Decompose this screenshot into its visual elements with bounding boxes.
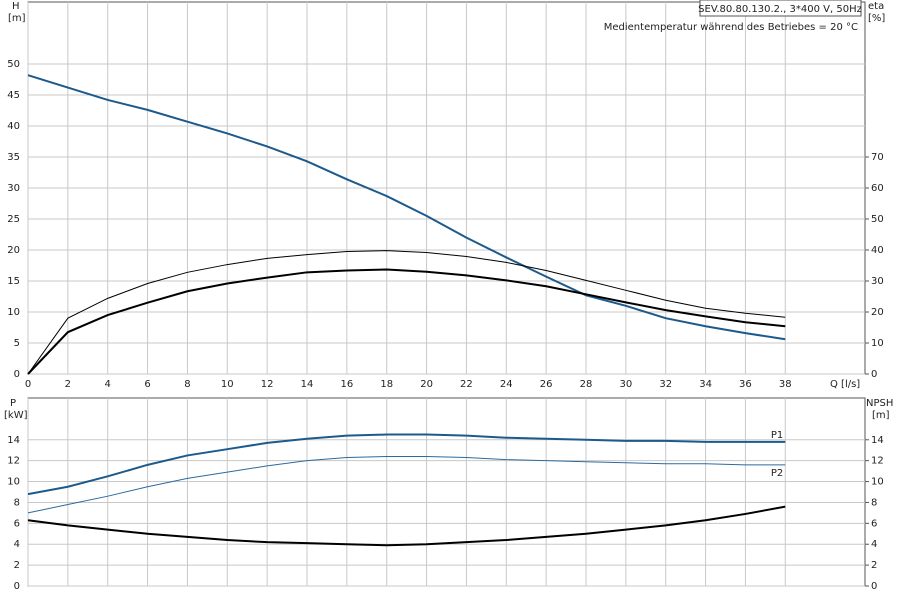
y2-tick-label: 30 — [871, 276, 884, 287]
y-tick-label: 10 — [7, 477, 20, 488]
y2-tick-label: 4 — [871, 539, 877, 550]
curve — [27, 455, 786, 514]
y-label: H — [12, 1, 20, 12]
y-tick-label: 45 — [7, 90, 20, 101]
y-tick-label: 6 — [14, 518, 20, 529]
y2-unit: [%] — [868, 13, 885, 24]
y-tick-label: 4 — [14, 539, 20, 550]
x-tick-label: 10 — [221, 379, 234, 390]
x-tick-label: 22 — [460, 379, 473, 390]
y2-tick-label: 2 — [871, 560, 877, 571]
x-tick-label: 36 — [739, 379, 752, 390]
x-tick-label: 32 — [659, 379, 672, 390]
series-label: P2 — [771, 468, 783, 479]
y2-tick-label: 40 — [871, 245, 884, 256]
y-tick-label: 20 — [7, 245, 20, 256]
y-tick-label: 0 — [14, 369, 20, 380]
y2-tick-label: 50 — [871, 214, 884, 225]
y-unit: [m] — [8, 13, 26, 24]
y2-label: eta — [868, 1, 884, 12]
curve — [27, 74, 786, 341]
y-label: P — [10, 398, 16, 409]
y-tick-label: 0 — [14, 581, 20, 592]
y2-tick-label: 12 — [871, 456, 884, 467]
y-tick-label: 10 — [7, 307, 20, 318]
y-tick-label: 15 — [7, 276, 20, 287]
y2-tick-label: 10 — [871, 338, 884, 349]
curve — [27, 505, 786, 547]
curve — [27, 268, 786, 375]
x-tick-label: 20 — [420, 379, 433, 390]
x-tick-label: 4 — [105, 379, 111, 390]
x-tick-label: 6 — [144, 379, 150, 390]
x-tick-label: 16 — [340, 379, 353, 390]
x-tick-label: 24 — [500, 379, 513, 390]
x-tick-label: 0 — [25, 379, 31, 390]
y2-tick-label: 8 — [871, 497, 877, 508]
x-tick-label: 38 — [779, 379, 792, 390]
y2-tick-label: 6 — [871, 518, 877, 529]
y2-tick-label: 60 — [871, 183, 884, 194]
y-unit: [kW] — [4, 410, 28, 421]
plot-frame — [27, 397, 866, 587]
chart-title: SEV.80.80.130.2., 3*400 V, 50Hz — [698, 4, 862, 15]
x-tick-label: 14 — [301, 379, 314, 390]
y2-tick-label: 14 — [871, 435, 884, 446]
y-tick-label: 5 — [14, 338, 20, 349]
y-tick-label: 50 — [7, 59, 20, 70]
subtitle: Medientemperatur während des Betriebes =… — [604, 22, 858, 33]
x-tick-label: 28 — [580, 379, 593, 390]
y2-tick-label: 0 — [871, 581, 877, 592]
y-tick-label: 35 — [7, 152, 20, 163]
y-tick-label: 40 — [7, 121, 20, 132]
y-tick-label: 2 — [14, 560, 20, 571]
y-tick-label: 8 — [14, 497, 20, 508]
x-label: Q [l/s] — [830, 379, 860, 390]
x-tick-label: 8 — [184, 379, 190, 390]
curve — [27, 433, 786, 496]
y-tick-label: 30 — [7, 183, 20, 194]
x-tick-label: 2 — [65, 379, 71, 390]
y2-tick-label: 0 — [871, 369, 877, 380]
title-box — [699, 0, 862, 17]
x-tick-label: 30 — [619, 379, 632, 390]
y2-tick-label: 10 — [871, 477, 884, 488]
y2-unit: [m] — [872, 410, 890, 421]
series-label: P1 — [771, 430, 783, 441]
y2-tick-label: 70 — [871, 152, 884, 163]
x-tick-label: 26 — [540, 379, 553, 390]
curve — [27, 250, 786, 375]
y2-tick-label: 20 — [871, 307, 884, 318]
y-tick-label: 12 — [7, 456, 20, 467]
x-tick-label: 12 — [261, 379, 274, 390]
x-tick-label: 34 — [699, 379, 712, 390]
x-tick-label: 18 — [380, 379, 393, 390]
y-tick-label: 25 — [7, 214, 20, 225]
y2-label: NPSH — [866, 398, 893, 409]
y-tick-label: 14 — [7, 435, 20, 446]
